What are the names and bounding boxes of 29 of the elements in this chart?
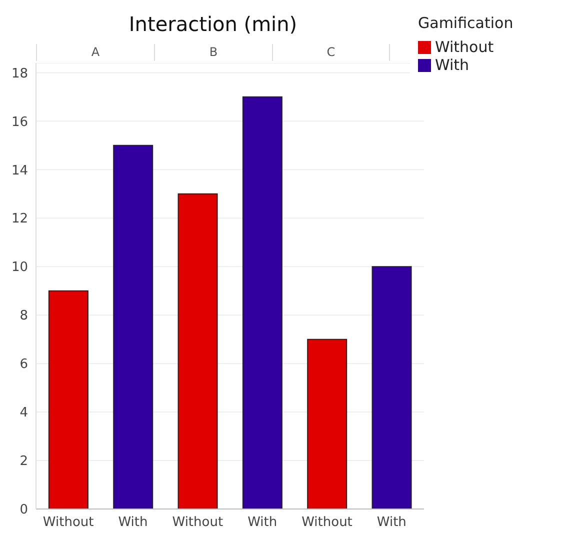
y-tick-label: 18 [11,66,28,82]
y-tick-label: 4 [20,406,28,421]
x-tick-label: Without [302,515,352,530]
y-tick-label: 6 [20,357,28,372]
legend-label: Without [435,38,494,56]
y-tick-label: 14 [11,163,28,178]
y-tick-label: 12 [11,212,28,227]
y-tick-label: 2 [20,454,28,470]
bar [113,144,154,509]
x-tick-label: Without [172,515,224,530]
bar [372,266,412,509]
y-tick-label: 10 [11,260,28,276]
bar [178,193,218,509]
x-tick-label: Without [42,515,94,530]
text: B [154,44,272,61]
legend-title: Gamification [417,13,514,34]
x-tick-label: With [248,515,278,530]
y-tick-label: 8 [20,308,28,324]
bar [48,290,88,509]
text: C [272,44,390,61]
legend-label: With [435,56,470,74]
y-tick-label: 16 [11,114,28,130]
y-tick-label: 0 [20,502,28,518]
x-tick-label: With [118,515,148,530]
bar [307,338,348,509]
bar [242,96,282,509]
x-tick-label: With [376,515,406,530]
text: A [36,44,154,61]
chart-title: Interaction (min) [128,12,298,36]
